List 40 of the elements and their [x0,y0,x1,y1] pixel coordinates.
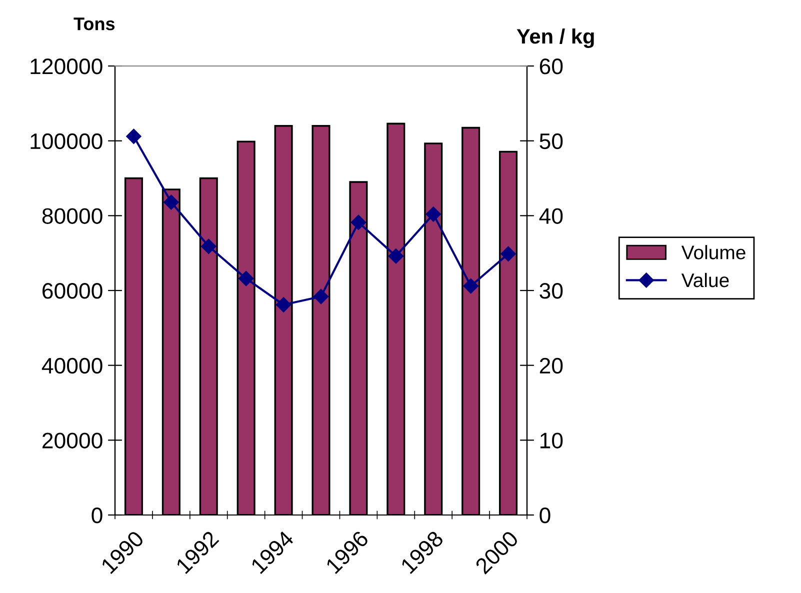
y2-tick-label: 0 [540,508,550,524]
bar [462,126,480,515]
bar [499,150,518,515]
bar [199,177,218,515]
y-tick-label: 100000 [30,133,102,150]
y-tick-label: 120000 [30,58,102,74]
legend-label: Value [681,272,729,288]
point [164,194,179,210]
y2-tick-label: 30 [540,283,563,299]
point [350,214,366,230]
bar [236,140,256,515]
bar [124,177,143,515]
y-tick-label: 20000 [42,432,102,448]
point [126,128,142,144]
y2-tick-label: 40 [539,208,563,224]
y-tick-label: 80000 [42,208,102,224]
point [276,297,292,312]
point [201,238,216,254]
y2-axis-title: Yen / kg [516,28,594,48]
y2-tick-label: 20 [540,358,563,374]
bar [386,122,406,515]
point [463,278,478,294]
bar [312,125,330,515]
y-tick-label: 40000 [42,358,102,374]
y-tick-label: 60000 [42,283,102,299]
legend-label: Volume [681,245,746,260]
point [500,246,516,262]
point [388,248,404,264]
point [426,206,441,222]
y2-tick-label: 50 [540,133,563,150]
y-axis-title: Tons [74,18,115,30]
bar [424,142,443,515]
bar [162,188,180,515]
y-tick-label: 0 [92,508,102,524]
point [313,288,329,304]
y2-tick-label: 10 [540,432,563,448]
y2-tick-label: 60 [540,58,563,74]
bar [349,181,368,515]
bar [274,125,293,515]
point [238,270,254,286]
